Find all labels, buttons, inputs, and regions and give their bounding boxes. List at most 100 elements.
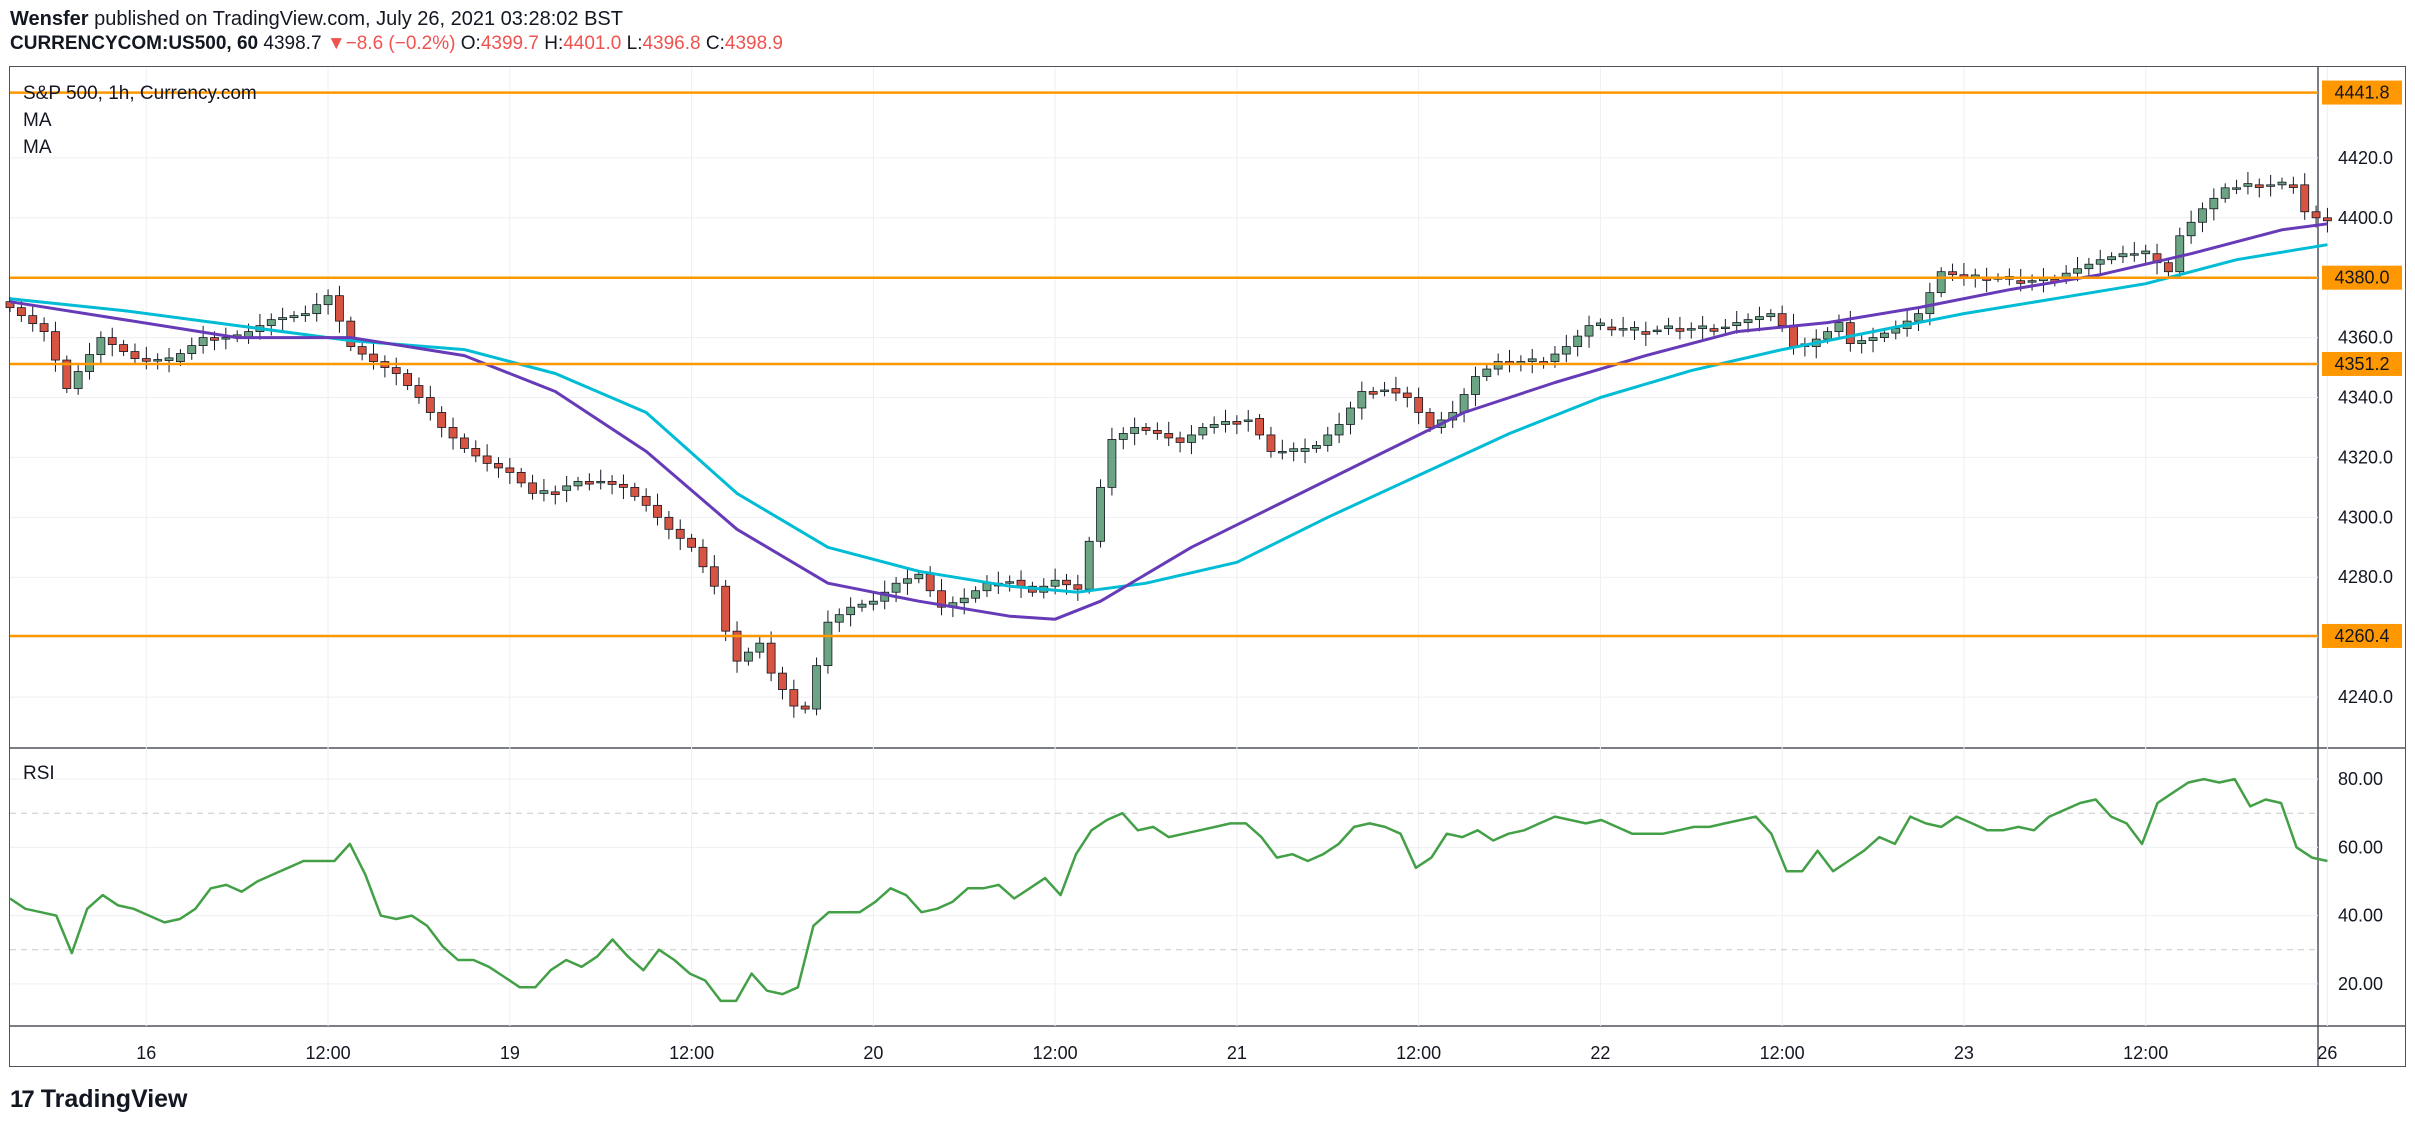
candle-body: [16, 307, 26, 317]
candle-body: [732, 630, 742, 662]
author-name[interactable]: Wensfer: [10, 8, 89, 30]
candle-body: [1062, 579, 1071, 586]
tradingview-logo[interactable]: 17 TradingView: [10, 1085, 188, 1114]
price-tick-label: 4340.0: [2338, 388, 2393, 408]
candle-body: [153, 359, 163, 362]
candle-body: [494, 463, 503, 469]
price-tick-label: 4320.0: [2338, 447, 2393, 467]
candle-body: [2311, 211, 2321, 219]
level-price-label: 4260.4: [2334, 626, 2389, 646]
candle-body: [62, 359, 72, 389]
candle-body: [778, 672, 787, 690]
candle-body: [425, 397, 435, 413]
rsi-tick-label: 60.00: [2338, 837, 2383, 857]
candle-body: [1243, 419, 1253, 422]
level-price-tag: [2322, 265, 2402, 290]
price-tick-label: 4420.0: [2338, 148, 2393, 168]
legend-ma-fast[interactable]: MA: [23, 110, 52, 131]
candle-body: [2073, 268, 2082, 274]
candle-body: [2254, 184, 2264, 188]
candle-body: [2016, 280, 2026, 284]
candle-body: [1164, 433, 1174, 439]
price-tick-label: 4360.0: [2338, 328, 2393, 348]
candle-body: [653, 504, 662, 518]
candle-body: [937, 590, 946, 608]
candle-body: [2141, 250, 2151, 255]
candle-body: [459, 437, 469, 449]
candle-body: [959, 597, 969, 604]
candle-body: [96, 337, 106, 355]
x-tick-label: 12:00: [306, 1043, 351, 1063]
candle-body: [528, 482, 537, 494]
candle-body: [1607, 326, 1617, 331]
symbol-label[interactable]: CURRENCYCOM:US500, 60: [10, 33, 259, 54]
publish-header: Wensfer published on TradingView.com, Ju…: [10, 8, 623, 31]
candle-body: [800, 705, 810, 710]
candle-body: [2175, 235, 2185, 273]
x-tick-label: 12:00: [2123, 1043, 2168, 1063]
candle-body: [1425, 412, 1435, 428]
x-tick-label: 21: [1227, 1043, 1247, 1063]
rsi-pane-title[interactable]: RSI: [23, 763, 55, 784]
candle-body: [1050, 579, 1060, 587]
chart-frame[interactable]: [9, 66, 2406, 1067]
candle-body: [391, 367, 401, 374]
candle-body: [2243, 183, 2253, 187]
candle-body: [289, 315, 299, 319]
low-label: L:: [626, 33, 643, 54]
candle-body: [1596, 322, 1605, 327]
candle-body: [1823, 331, 1832, 340]
x-tick-label: 12:00: [1760, 1043, 1805, 1063]
x-tick-label: 20: [863, 1043, 883, 1063]
candle-body: [573, 480, 583, 487]
candle-body: [1914, 313, 1923, 322]
candle-body: [39, 323, 49, 333]
candle-body: [414, 385, 424, 398]
open-value: 4399.7: [480, 33, 539, 54]
candle-body: [2027, 280, 2037, 283]
candle-body: [834, 614, 844, 623]
candle-body: [914, 573, 924, 580]
candle-body: [925, 573, 935, 592]
candle-body: [1777, 313, 1787, 327]
candle-body: [2209, 197, 2219, 210]
candle-body: [1084, 540, 1094, 590]
open-label: O:: [460, 33, 481, 54]
candle-body: [607, 480, 617, 485]
candle-body: [1209, 424, 1219, 428]
candle-body: [2232, 187, 2241, 190]
candle-body: [1880, 332, 1889, 338]
candle-body: [1289, 448, 1299, 452]
candle-body: [119, 344, 128, 352]
candle-body: [596, 480, 606, 484]
candle-body: [1891, 328, 1901, 334]
published-text: published on TradingView.com, July 26, 2…: [94, 8, 623, 30]
candle-body: [471, 448, 481, 457]
candle-body: [1630, 327, 1639, 331]
candle-body: [1664, 325, 1673, 330]
candle-body: [1584, 325, 1594, 337]
close-label: C:: [705, 33, 725, 54]
candle-body: [73, 371, 83, 389]
candle-body: [1016, 579, 1026, 587]
candle-body: [2300, 184, 2310, 213]
legend-title[interactable]: S&P 500, 1h, Currency.com: [23, 83, 257, 104]
price-tick-label: 4240.0: [2338, 687, 2393, 707]
candle-body: [1675, 328, 1685, 332]
candle-body: [766, 642, 776, 674]
candle-body: [1380, 389, 1389, 392]
chart-legend: S&P 500, 1h, Currency.com MA MA: [23, 80, 257, 161]
candle-body: [2186, 221, 2196, 237]
candle-body: [1152, 430, 1162, 434]
candle-body: [2323, 217, 2332, 222]
candle-body: [868, 600, 878, 605]
price-tick-label: 4280.0: [2338, 567, 2393, 587]
candle-body: [1221, 421, 1230, 425]
candle-body: [1573, 335, 1583, 347]
rsi-tick-label: 40.00: [2338, 906, 2383, 926]
candle-body: [346, 320, 356, 347]
legend-ma-slow[interactable]: MA: [23, 137, 52, 158]
candle-body: [903, 578, 912, 584]
candle-body: [1368, 391, 1378, 395]
